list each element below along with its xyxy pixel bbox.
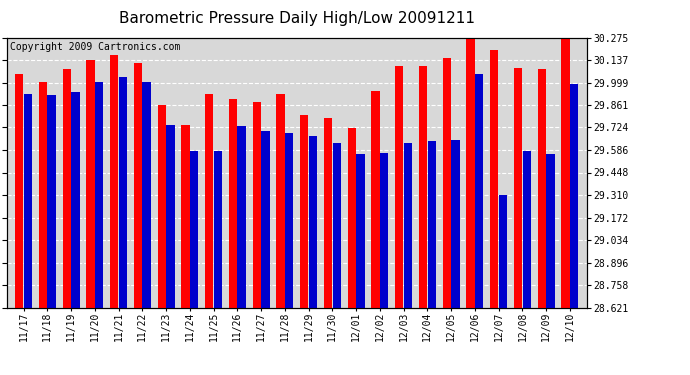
- Bar: [253, 102, 261, 308]
- Bar: [205, 94, 213, 308]
- Bar: [570, 84, 578, 308]
- Bar: [48, 96, 56, 308]
- Bar: [499, 195, 507, 308]
- Bar: [237, 126, 246, 308]
- Text: Copyright 2009 Cartronics.com: Copyright 2009 Cartronics.com: [10, 42, 180, 51]
- Bar: [466, 38, 475, 308]
- Bar: [142, 82, 151, 308]
- Bar: [562, 37, 570, 308]
- Bar: [419, 66, 427, 308]
- Bar: [262, 131, 270, 308]
- Bar: [356, 154, 364, 308]
- Bar: [95, 82, 104, 308]
- Bar: [110, 55, 119, 308]
- Bar: [23, 94, 32, 308]
- Bar: [71, 92, 79, 308]
- Bar: [157, 105, 166, 308]
- Bar: [15, 74, 23, 307]
- Bar: [538, 69, 546, 308]
- Bar: [546, 154, 555, 308]
- Bar: [86, 60, 95, 308]
- Bar: [348, 128, 356, 308]
- Bar: [451, 140, 460, 308]
- Bar: [380, 153, 388, 308]
- Bar: [181, 125, 190, 308]
- Bar: [229, 99, 237, 308]
- Text: Barometric Pressure Daily High/Low 20091211: Barometric Pressure Daily High/Low 20091…: [119, 11, 475, 26]
- Bar: [404, 143, 412, 308]
- Bar: [276, 94, 285, 308]
- Bar: [475, 74, 484, 307]
- Bar: [300, 115, 308, 308]
- Bar: [214, 151, 222, 308]
- Bar: [285, 133, 293, 308]
- Bar: [490, 50, 498, 308]
- Bar: [514, 68, 522, 308]
- Bar: [308, 136, 317, 308]
- Bar: [395, 66, 404, 308]
- Bar: [190, 151, 198, 308]
- Bar: [134, 63, 142, 308]
- Bar: [371, 90, 380, 308]
- Bar: [442, 58, 451, 308]
- Bar: [428, 141, 436, 308]
- Bar: [333, 143, 341, 308]
- Bar: [522, 151, 531, 308]
- Bar: [166, 125, 175, 308]
- Bar: [39, 82, 47, 308]
- Bar: [119, 78, 127, 308]
- Bar: [324, 118, 332, 308]
- Bar: [63, 69, 71, 308]
